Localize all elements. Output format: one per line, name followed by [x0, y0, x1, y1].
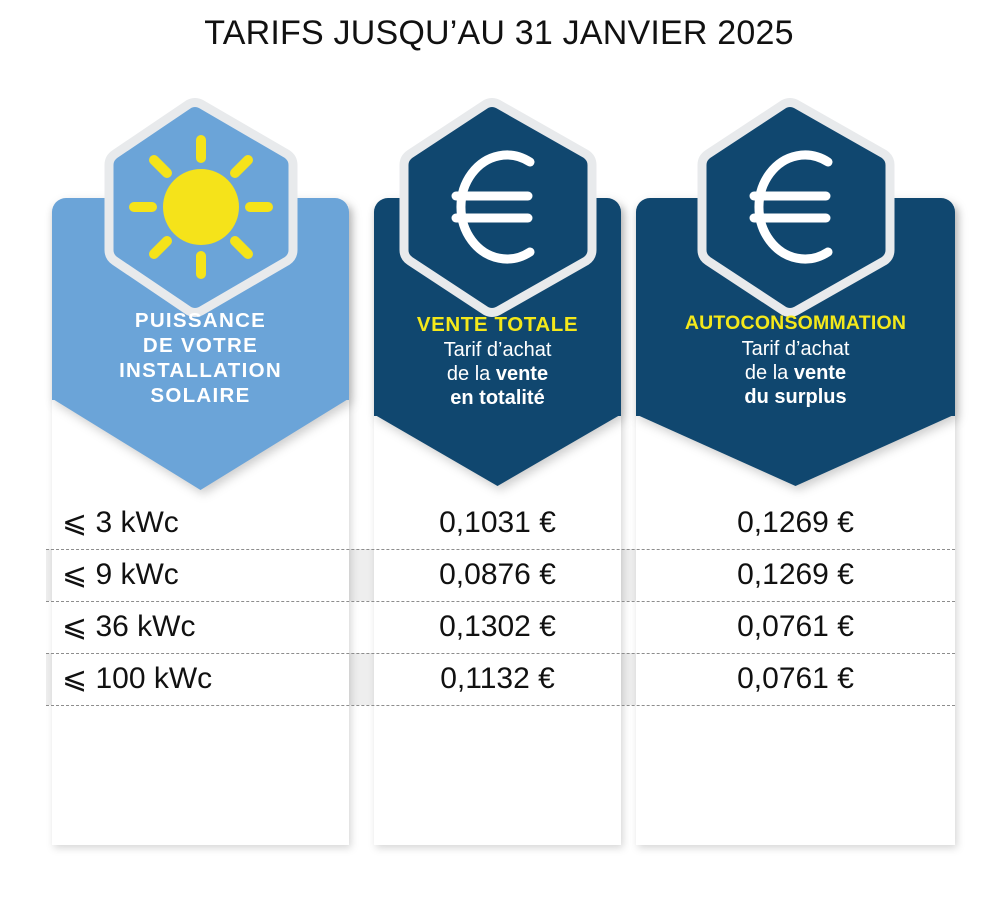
cell-vente-totale-row-3: 0,1302 € — [439, 610, 556, 643]
row-separator-3 — [46, 653, 955, 654]
row-separator-4 — [46, 705, 955, 706]
sun-icon — [129, 135, 273, 279]
badge-autoconsommation — [697, 98, 895, 317]
badge-power — [104, 98, 298, 317]
cell-autoconsommation-row-3: 0,0761 € — [737, 610, 854, 643]
cell-power-row-1: ⩽ 3 kWc — [62, 506, 179, 539]
cell-autoconsommation-row-2: 0,1269 € — [737, 558, 854, 591]
euro-icon — [451, 150, 535, 264]
header-panel-autoconsommation-foot — [636, 414, 955, 486]
cell-power-row-3: ⩽ 36 kWc — [62, 610, 196, 643]
cell-vente-totale-row-2: 0,0876 € — [439, 558, 556, 591]
cell-autoconsommation-row-1: 0,1269 € — [737, 506, 854, 539]
hexagon-shape — [399, 98, 597, 317]
row-separator-2 — [46, 601, 955, 602]
header-panel-power-foot — [52, 398, 349, 490]
header-panel-vente-totale-foot — [374, 414, 621, 486]
cell-autoconsommation-row-4: 0,0761 € — [737, 662, 854, 695]
hexagon-shape — [697, 98, 895, 317]
badge-vente-totale — [399, 98, 597, 317]
cell-vente-totale-row-1: 0,1031 € — [439, 506, 556, 539]
cell-vente-totale-row-4: 0,1132 € — [440, 662, 555, 695]
card-vente-totale-foot — [374, 685, 621, 845]
cell-power-row-2: ⩽ 9 kWc — [62, 558, 179, 591]
cell-power-row-4: ⩽ 100 kWc — [62, 662, 213, 695]
page-title: TARIFS JUSQU’AU 31 JANVIER 2025 — [204, 14, 794, 52]
euro-icon — [749, 150, 833, 264]
row-separator-1 — [46, 549, 955, 550]
card-autoconsommation-foot — [636, 685, 955, 845]
card-power-foot — [52, 685, 349, 845]
